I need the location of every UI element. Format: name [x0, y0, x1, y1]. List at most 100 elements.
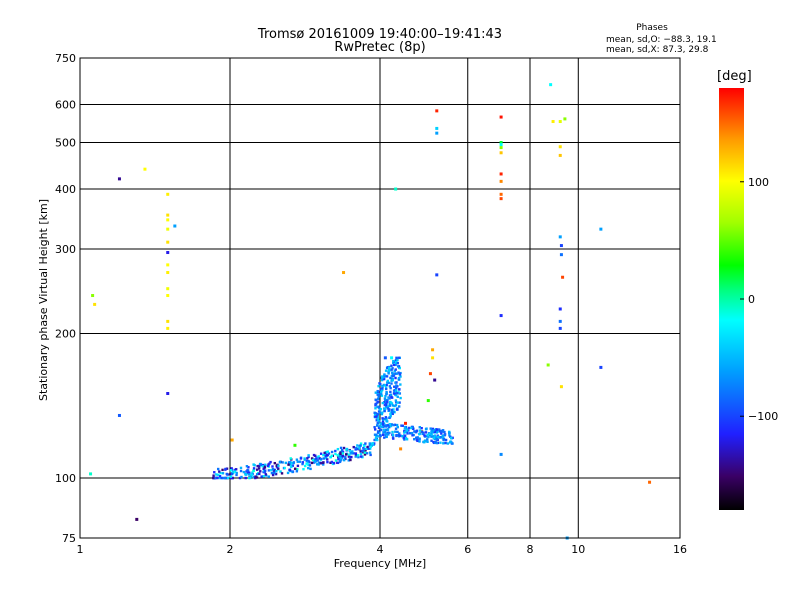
trace-point: [296, 468, 299, 471]
trace-point: [451, 442, 454, 445]
trace-point: [229, 469, 233, 472]
trace-point: [404, 430, 407, 434]
trace-point: [434, 436, 438, 439]
trace-point: [440, 429, 443, 433]
trace-point: [416, 436, 419, 439]
data-point: [166, 319, 170, 323]
trace-point: [398, 401, 401, 404]
trace-point: [372, 442, 376, 445]
trace-point: [396, 430, 399, 434]
trace-point: [252, 463, 255, 466]
trace-point: [381, 433, 385, 437]
trace-point: [381, 425, 384, 428]
trace-point: [215, 473, 218, 476]
trace-point: [390, 408, 394, 412]
trace-point: [373, 413, 377, 416]
trace-point: [403, 434, 407, 438]
trace-point: [380, 428, 383, 432]
trace-point: [240, 475, 243, 479]
data-point: [173, 224, 177, 228]
trace-point: [381, 417, 384, 420]
trace-point: [435, 437, 439, 441]
trace-point: [362, 451, 365, 454]
data-point: [166, 251, 170, 255]
trace-point: [394, 359, 398, 362]
trace-point: [247, 466, 250, 469]
trace-point: [394, 368, 397, 371]
trace-point: [395, 434, 398, 438]
trace-point: [389, 401, 393, 404]
trace-point: [430, 435, 433, 438]
trace-point: [291, 470, 294, 474]
trace-point: [389, 414, 392, 418]
trace-point: [262, 474, 265, 478]
trace-point: [324, 451, 328, 454]
trace-point: [277, 467, 280, 470]
trace-point: [401, 424, 404, 427]
trace-point: [407, 426, 411, 430]
trace-point: [339, 456, 343, 460]
trace-point: [397, 434, 400, 437]
trace-point: [326, 458, 329, 461]
trace-point: [303, 458, 306, 461]
trace-point: [354, 452, 358, 455]
trace-point: [381, 377, 385, 381]
trace-point: [379, 382, 382, 386]
trace-point: [212, 474, 215, 477]
trace-point: [376, 438, 379, 442]
trace-point: [377, 395, 380, 398]
trace-point: [337, 458, 340, 461]
y-tick-label: 600: [55, 99, 76, 112]
data-point: [563, 117, 567, 121]
trace-point: [396, 358, 399, 362]
trace-point: [341, 450, 345, 454]
trace-point: [387, 433, 390, 436]
trace-point: [231, 470, 235, 474]
trace-point: [426, 433, 429, 437]
trace-point: [254, 475, 257, 478]
trace-point: [378, 425, 381, 428]
trace-point: [420, 430, 424, 433]
trace-point: [380, 389, 384, 392]
trace-point: [289, 461, 292, 464]
trace-point: [229, 475, 232, 478]
data-point: [499, 141, 503, 145]
data-point: [499, 314, 503, 318]
trace-point: [271, 465, 274, 468]
trace-point: [339, 446, 343, 450]
trace-point: [351, 450, 354, 453]
data-point: [558, 326, 562, 330]
trace-point: [392, 408, 395, 411]
phase-stats-o: mean, sd,O: −88.3, 19.1: [606, 35, 717, 45]
trace-point: [385, 392, 388, 395]
trace-point: [348, 453, 351, 456]
trace-point: [427, 435, 430, 439]
trace-point: [440, 432, 443, 435]
trace-point: [383, 436, 386, 439]
trace-point: [383, 403, 387, 407]
trace-point: [384, 394, 387, 398]
trace-point: [234, 468, 238, 471]
trace-point: [375, 433, 378, 436]
trace-point: [421, 432, 424, 436]
trace-point: [375, 412, 378, 416]
trace-point: [377, 406, 381, 409]
trace-point: [439, 441, 442, 444]
trace-point: [225, 467, 229, 470]
trace-point: [263, 466, 267, 469]
trace-point: [334, 449, 337, 453]
trace-point: [259, 463, 263, 467]
trace-point: [323, 451, 326, 455]
trace-point: [423, 434, 426, 437]
trace-point: [290, 461, 294, 465]
trace-point: [383, 417, 387, 421]
trace-point: [375, 434, 378, 438]
trace-point: [363, 451, 366, 454]
trace-point: [413, 438, 416, 441]
trace-point: [296, 464, 300, 468]
trace-point: [386, 428, 390, 431]
trace-point: [386, 400, 389, 404]
trace-point: [413, 430, 416, 433]
trace-point: [218, 470, 221, 473]
data-point: [383, 356, 387, 360]
